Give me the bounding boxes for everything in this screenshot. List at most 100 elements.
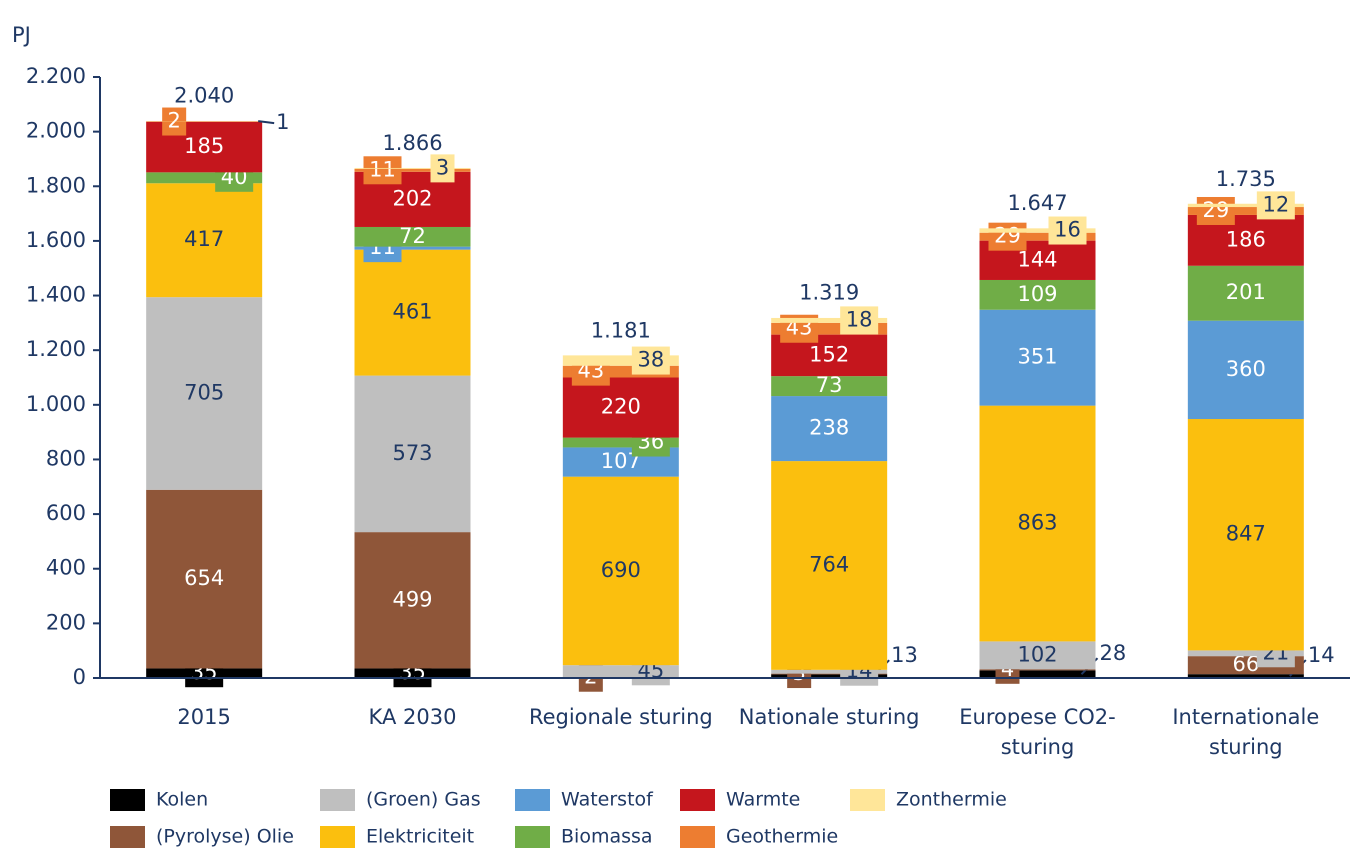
- data-label: 109: [1017, 282, 1057, 306]
- x-tick-label: Internationale sturing: [1172, 705, 1320, 759]
- total-label: 1.735: [1216, 167, 1276, 191]
- label-box: [162, 107, 187, 136]
- data-label: 705: [184, 380, 224, 404]
- legend-swatch: [680, 789, 715, 811]
- data-label: 13: [891, 643, 918, 667]
- bar-segment: [1187, 650, 1304, 657]
- label-box: [1196, 196, 1235, 225]
- data-label: 3: [436, 155, 449, 179]
- legend-label: Geothermie: [726, 826, 838, 848]
- data-label: 18: [846, 307, 873, 331]
- data-label: 72: [399, 224, 426, 248]
- bar-segment: [1187, 419, 1304, 651]
- legend-label: Warmte: [726, 789, 800, 811]
- bar-segment: [562, 355, 679, 366]
- bar-segment: [979, 405, 1096, 642]
- data-label: 351: [1017, 345, 1057, 369]
- bar-segment: [979, 669, 1096, 671]
- bar-segment: [146, 183, 263, 298]
- data-label: 185: [184, 134, 224, 158]
- legend-label: Waterstof: [561, 789, 654, 811]
- total-label: 1.647: [1007, 191, 1067, 215]
- label-box: [363, 156, 402, 185]
- y-tick-label: 1.200: [26, 337, 86, 361]
- legend-swatch: [110, 826, 145, 848]
- data-label: 14: [1308, 643, 1335, 667]
- bar-segment: [1187, 320, 1304, 420]
- bar-segment: [562, 437, 679, 448]
- data-label: 144: [1017, 247, 1057, 271]
- data-label: 73: [816, 373, 843, 397]
- y-axis-label: PJ: [12, 23, 31, 47]
- y-tick-label: 800: [46, 446, 86, 470]
- data-label: 690: [601, 558, 641, 582]
- bar-segment: [771, 322, 888, 335]
- total-label: 2.040: [174, 84, 234, 108]
- y-tick-label: 1.600: [26, 228, 86, 252]
- label-box: [430, 154, 455, 183]
- bar-segment: [979, 279, 1096, 310]
- bar-segment: [354, 168, 471, 172]
- label-box: [988, 222, 1027, 251]
- y-tick-label: 2.200: [26, 64, 86, 88]
- legend-label: Zonthermie: [896, 789, 1007, 811]
- data-label: 29: [994, 224, 1021, 248]
- x-tick-label: Regionale sturing: [528, 705, 713, 729]
- data-label: 499: [392, 587, 432, 611]
- y-tick-label: 400: [46, 556, 86, 580]
- data-label: 202: [392, 186, 432, 210]
- legend-label: (Pyrolyse) Olie: [156, 826, 294, 848]
- x-tick-label: Nationale sturing: [738, 705, 920, 729]
- data-label: 654: [184, 566, 224, 590]
- data-label: 417: [184, 227, 224, 251]
- data-label: 220: [601, 395, 641, 419]
- y-tick-label: 1.000: [26, 392, 86, 416]
- data-label: 12: [1262, 192, 1289, 216]
- legend-label: Elektriciteit: [366, 826, 474, 848]
- bar-segment: [354, 226, 471, 247]
- leader-line: [258, 120, 275, 125]
- total-label: 1.181: [591, 318, 651, 342]
- data-label: 238: [809, 416, 849, 440]
- bar-segment: [354, 249, 471, 376]
- bar-segment: [979, 641, 1096, 670]
- data-label: 29: [1202, 198, 1229, 222]
- legend-label: Kolen: [156, 789, 208, 811]
- bar-segment: [771, 376, 888, 397]
- bar-segment: [1187, 265, 1304, 321]
- bar-segment: [979, 232, 1096, 241]
- total-label: 1.319: [799, 281, 859, 305]
- bar-segment: [146, 172, 263, 184]
- legend-swatch: [110, 789, 145, 811]
- total-label: 1.866: [382, 131, 442, 155]
- bar-segment: [562, 377, 679, 438]
- data-label: 11: [369, 157, 396, 181]
- bar-segment: [771, 673, 888, 675]
- data-label: 28: [1100, 641, 1127, 665]
- bar-segment: [771, 669, 888, 674]
- legend-swatch: [680, 826, 715, 848]
- bar-segment: [146, 297, 263, 490]
- data-label: 573: [392, 441, 432, 465]
- bar-segment: [354, 375, 471, 533]
- data-label: 847: [1226, 522, 1266, 546]
- label-box: [631, 346, 670, 375]
- y-tick-label: 600: [46, 501, 86, 525]
- data-label: 1: [276, 110, 289, 134]
- data-label: 764: [809, 552, 849, 576]
- data-label: 16: [1054, 218, 1081, 242]
- legend-swatch: [515, 826, 550, 848]
- bar-segment: [979, 670, 1096, 678]
- legend-swatch: [515, 789, 550, 811]
- data-label: 38: [637, 348, 664, 372]
- bar-segment: [354, 532, 471, 669]
- legend-swatch: [850, 789, 885, 811]
- bar-segment: [562, 476, 679, 666]
- x-tick-label: 2015: [177, 705, 231, 729]
- label-box: [1048, 216, 1087, 245]
- legend-swatch: [320, 789, 355, 811]
- bar-segment: [1187, 674, 1304, 678]
- y-tick-label: 0: [73, 665, 86, 689]
